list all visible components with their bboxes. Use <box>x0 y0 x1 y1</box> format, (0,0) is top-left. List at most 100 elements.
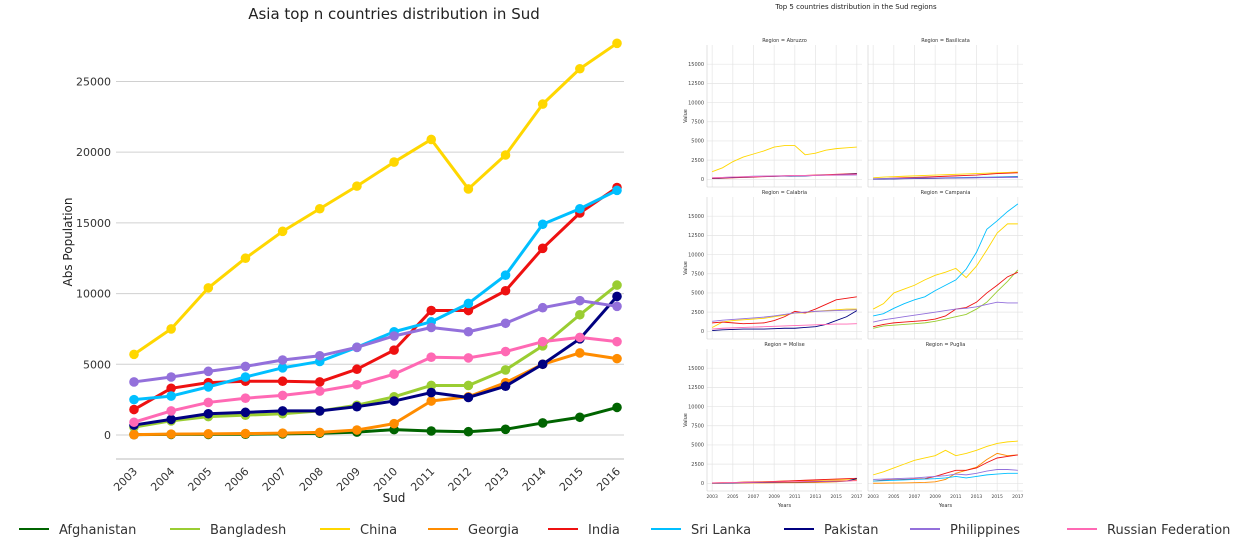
facet-campania: Region = Campania <box>867 190 1023 340</box>
facet-x-tick-2011: 2011 <box>950 494 962 500</box>
facet-line-basilicata-china <box>873 171 1018 179</box>
facet-y-axis-label: Value <box>683 413 689 427</box>
point-india-2013 <box>500 285 511 296</box>
facet-molise: Region = Molise 0 2500 5000 7500 10000 12500 15… <box>683 342 863 509</box>
point-georgia-2006 <box>240 428 251 439</box>
point-sri-lanka-2004 <box>166 391 176 401</box>
facet-y-tick-12500: 12500 <box>688 233 704 239</box>
facet-panels: Region = Abruzzo 0 2500 5000 7500 10000 12500 1… <box>683 38 1024 509</box>
point-china-2014 <box>537 99 548 109</box>
point-india-2004 <box>166 383 176 394</box>
facet-basilicata: Region = Basilicata <box>867 38 1023 188</box>
facet-title-basilicata: Region = Basilicata <box>921 38 970 44</box>
point-russian-federation-2015 <box>575 332 585 343</box>
point-georgia-2008 <box>314 427 325 438</box>
x-tick-label-2008: 2008 <box>297 465 326 494</box>
point-afghanistan-2013 <box>500 424 511 435</box>
facet-title-molise: Region = Molise <box>764 342 804 348</box>
facet-y-tick-2500: 2500 <box>691 462 704 468</box>
x-tick-label-2015: 2015 <box>557 465 586 494</box>
point-pakistan-2009 <box>352 401 362 412</box>
facet-x-tick-2015: 2015 <box>830 494 842 500</box>
main-chart-x-ticks: 2003 2004 2005 2006 2007 2008 2009 2010 2011 2012… <box>111 465 623 494</box>
main-chart-gridlines <box>116 80 624 436</box>
point-india-2009 <box>352 364 362 375</box>
facet-x-tick-2015: 2015 <box>991 494 1003 500</box>
point-sri-lanka-2014 <box>537 219 548 230</box>
point-philippines-2016 <box>612 301 622 312</box>
point-georgia-2003 <box>129 429 139 440</box>
series-philippines <box>129 295 622 387</box>
facet-x-tick-2009: 2009 <box>768 494 780 500</box>
facet-y-tick-15000: 15000 <box>688 214 704 220</box>
point-pakistan-2005 <box>203 408 214 419</box>
legend: Afghanistan Bangladesh China Georgia India Sr… <box>19 523 1230 538</box>
facet-y-axis-label: Value <box>683 109 689 123</box>
point-sri-lanka-2005 <box>203 382 214 392</box>
point-pakistan-2008 <box>314 406 325 416</box>
point-russian-federation-2014 <box>537 336 548 347</box>
legend-item-afghanistan: Afghanistan <box>19 523 136 538</box>
facet-grid-chart: Top 5 countries distribution in the Sud … <box>683 3 1024 509</box>
point-georgia-2015 <box>575 348 585 358</box>
facet-y-tick-15000: 15000 <box>688 62 704 68</box>
point-georgia-2011 <box>426 396 437 406</box>
facet-x-tick-2003: 2003 <box>867 494 879 500</box>
facet-line-calabria-pakistan <box>712 310 858 332</box>
point-philippines-2009 <box>352 342 362 353</box>
point-russian-federation-2012 <box>463 353 474 363</box>
point-china-2008 <box>314 203 325 214</box>
legend-label-india: India <box>588 523 620 538</box>
main-line-chart: Asia top n countries distribution in Sud… <box>61 5 624 505</box>
x-tick-label-2003: 2003 <box>111 465 140 494</box>
facet-line-campania-india <box>873 271 1019 328</box>
point-afghanistan-2012 <box>463 426 474 437</box>
series-pakistan <box>129 291 622 430</box>
facet-x-axis-label: Years <box>777 503 792 509</box>
point-india-2014 <box>537 243 548 254</box>
point-china-2012 <box>463 184 474 194</box>
series-line-russian-federation <box>133 335 618 424</box>
point-china-2016 <box>612 38 622 49</box>
x-tick-label-2010: 2010 <box>371 465 400 494</box>
point-afghanistan-2016 <box>612 402 622 413</box>
facet-abruzzo: Region = Abruzzo 0 2500 5000 7500 10000 12500 1… <box>683 38 862 188</box>
facet-line-calabria-russian-federation <box>712 323 857 330</box>
point-pakistan-2012 <box>463 392 474 403</box>
legend-label-china: China <box>360 523 397 538</box>
point-bangladesh-2011 <box>426 380 437 391</box>
point-philippines-2003 <box>129 377 139 387</box>
point-russian-federation-2009 <box>352 379 362 390</box>
facet-x-tick-2007: 2007 <box>909 494 921 500</box>
x-tick-label-2012: 2012 <box>446 465 475 494</box>
facet-y-tick-2500: 2500 <box>691 310 704 316</box>
point-philippines-2008 <box>314 350 325 361</box>
point-georgia-2007 <box>277 428 288 438</box>
x-tick-label-2016: 2016 <box>594 465 623 494</box>
facet-y-tick-10000: 10000 <box>688 404 704 410</box>
legend-item-pakistan: Pakistan <box>784 523 878 538</box>
point-russian-federation-2016 <box>612 336 622 347</box>
facet-x-tick-2003: 2003 <box>706 494 718 500</box>
legend-label-georgia: Georgia <box>468 523 519 538</box>
facet-x-tick-2013: 2013 <box>971 494 983 500</box>
point-philippines-2013 <box>500 318 511 329</box>
facet-line-campania-china <box>872 223 1018 310</box>
point-pakistan-2011 <box>426 387 437 398</box>
point-bangladesh-2015 <box>575 309 585 320</box>
facet-line-puglia-sri-lanka <box>873 472 1018 482</box>
legend-label-pakistan: Pakistan <box>824 523 878 538</box>
facet-puglia: Region = Puglia 2003 2005 2007 2009 2011 2013 2… <box>867 342 1023 509</box>
x-tick-label-2006: 2006 <box>223 465 252 494</box>
series-line-bangladesh <box>133 283 618 429</box>
point-china-2004 <box>166 324 176 334</box>
point-sri-lanka-2015 <box>575 203 585 214</box>
legend-item-sri-lanka: Sri Lanka <box>651 523 751 538</box>
point-afghanistan-2011 <box>426 426 437 436</box>
point-bangladesh-2013 <box>500 365 511 375</box>
point-philippines-2004 <box>166 372 176 382</box>
point-sri-lanka-2007 <box>277 363 288 373</box>
point-russian-federation-2005 <box>203 397 214 408</box>
point-china-2010 <box>389 157 399 167</box>
series-bangladesh <box>129 280 622 432</box>
